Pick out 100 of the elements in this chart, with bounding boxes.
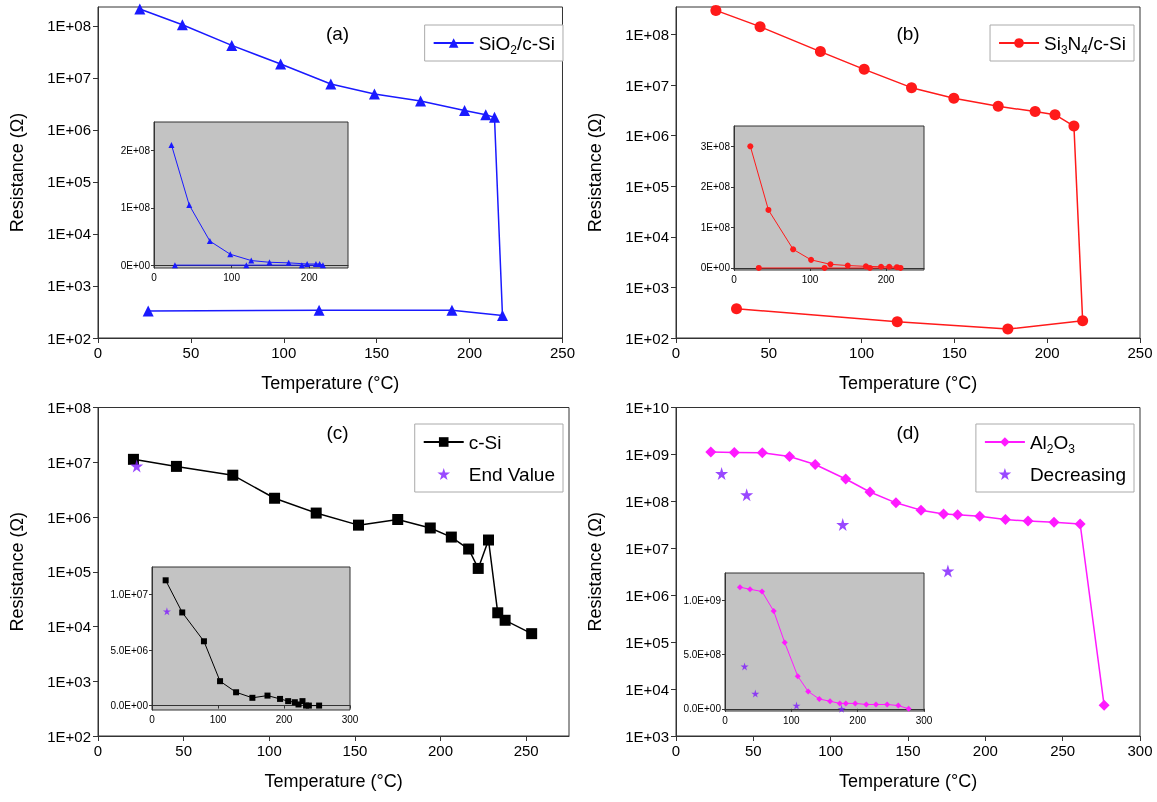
x-tick-label: 300: [341, 713, 359, 725]
point: [805, 688, 812, 695]
y-tick-label: 1E+04: [625, 228, 669, 246]
point: [756, 447, 768, 459]
x-tick-label: 0: [731, 273, 738, 285]
point: [948, 92, 960, 104]
point: [275, 58, 287, 70]
point: [459, 105, 471, 117]
point: [285, 259, 292, 266]
point: [827, 261, 834, 268]
point: [821, 264, 828, 271]
x-tick-label: 50: [760, 344, 778, 361]
y-tick-label: 1E+02: [47, 727, 91, 745]
point: [248, 257, 255, 264]
text: (d): [896, 422, 920, 443]
point: [1077, 315, 1089, 327]
y-tick-label: 1E+08: [625, 492, 669, 510]
x-tick-label: 0: [149, 713, 156, 725]
point: [176, 19, 188, 31]
point: [837, 704, 846, 713]
point: [794, 673, 801, 680]
point: [368, 88, 380, 100]
text: (a): [325, 23, 350, 44]
x-tick-label: 250: [513, 742, 539, 759]
point: [269, 492, 281, 504]
point: [852, 700, 859, 707]
point: [526, 628, 538, 640]
y-tick-label: 0.0E+00: [110, 700, 149, 712]
y-tick-label: 2E+08: [120, 145, 151, 157]
y-tick-label: 1E+06: [625, 127, 669, 145]
point: [790, 246, 797, 253]
point: [938, 508, 950, 520]
point: [170, 460, 182, 472]
y-tick-label: 1E+06: [47, 121, 91, 139]
point: [299, 698, 306, 705]
x-tick-label: 0: [93, 344, 103, 361]
y-tick-label: 1E+04: [625, 680, 669, 698]
x-tick-label: 200: [972, 742, 998, 759]
point: [200, 638, 207, 645]
point: [488, 111, 500, 123]
y-tick-label: 1E+03: [625, 278, 669, 296]
point: [884, 701, 891, 708]
point: [836, 518, 850, 532]
point: [130, 459, 144, 473]
point: [710, 4, 722, 16]
y-tick-label: 0E+00: [700, 262, 731, 274]
point: [233, 689, 240, 696]
point: [890, 497, 902, 509]
x-tick-label: 100: [271, 344, 297, 361]
point: [770, 608, 777, 615]
point: [249, 694, 256, 701]
point: [142, 305, 154, 317]
point: [492, 607, 504, 619]
point: [445, 531, 457, 543]
y-tick-label: 1E+07: [47, 69, 91, 87]
x-tick-label: 100: [818, 742, 844, 759]
point: [895, 702, 902, 709]
y-tick-label: 1E+05: [47, 173, 91, 191]
point: [496, 310, 508, 322]
x-tick-label: 250: [1050, 742, 1076, 759]
x-tick-label: 100: [801, 273, 819, 285]
point: [480, 109, 492, 121]
point: [754, 21, 766, 33]
point: [243, 262, 250, 269]
x-tick-label: 0: [93, 742, 103, 759]
x-tick-label: 200: [877, 273, 895, 285]
x-tick-label: 150: [895, 742, 921, 759]
y-axis-title: Resistance (Ω): [585, 112, 605, 233]
point: [499, 614, 511, 626]
y-tick-label: 1E+02: [625, 329, 669, 347]
y-tick-label: 1E+05: [625, 177, 669, 195]
y-axis-title: Resistance (Ω): [585, 512, 605, 632]
y-tick-label: 1E+02: [47, 329, 91, 347]
point: [827, 698, 834, 705]
point: [728, 446, 740, 458]
point: [842, 700, 849, 707]
y-tick-label: 1E+07: [625, 76, 669, 94]
point: [905, 705, 912, 712]
y-tick-label: 1.0E+09: [683, 594, 722, 606]
x-tick-label: 100: [849, 344, 875, 361]
y-tick-label: 1E+03: [47, 277, 91, 295]
point: [186, 202, 193, 209]
y-tick-label: 1E+08: [120, 202, 151, 214]
point: [217, 678, 224, 685]
point: [168, 141, 175, 148]
text: (b): [896, 23, 920, 44]
point: [747, 586, 754, 593]
x-tick-label: 100: [782, 714, 801, 726]
x-axis-title: Temperature (°C): [838, 373, 978, 393]
point: [1048, 516, 1060, 528]
y-tick-label: 1E+03: [47, 672, 91, 690]
point: [765, 206, 772, 213]
point: [705, 446, 717, 458]
x-tick-label: 100: [209, 713, 227, 725]
point: [313, 304, 325, 316]
y-tick-label: 1E+07: [47, 453, 91, 471]
y-tick-label: 2E+08: [700, 181, 731, 193]
point: [264, 692, 271, 699]
x-axis-title: Temperature (°C): [838, 771, 978, 791]
y-tick-label: 1E+08: [700, 221, 731, 233]
